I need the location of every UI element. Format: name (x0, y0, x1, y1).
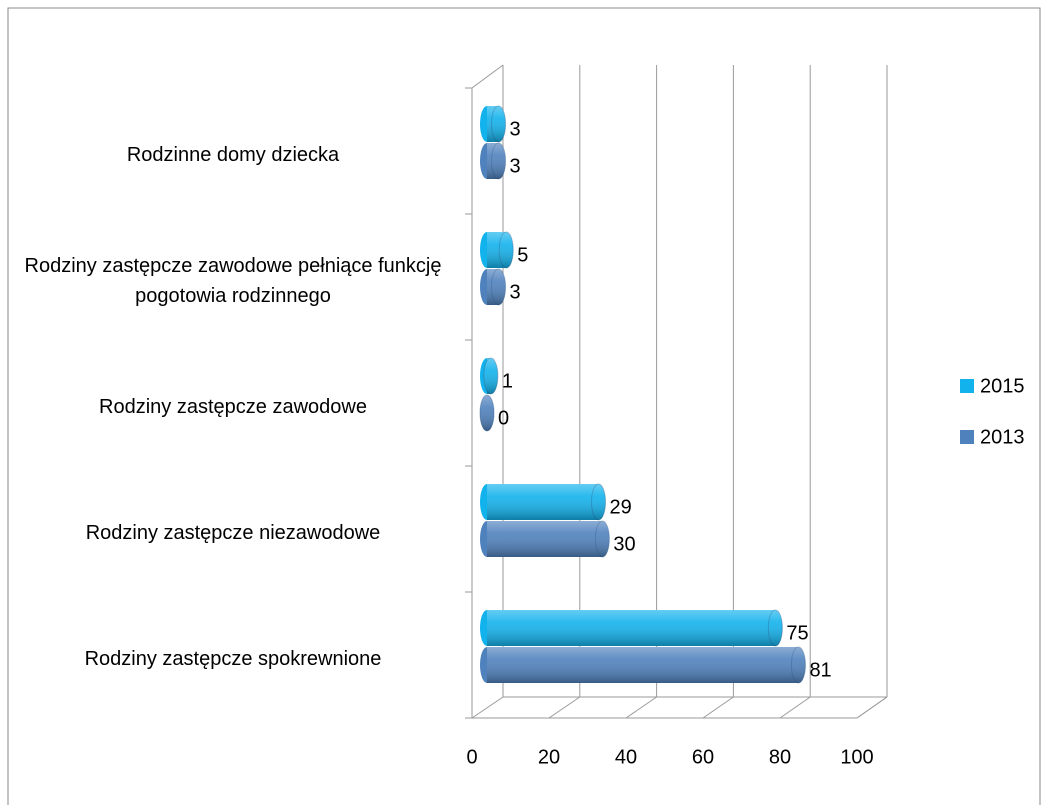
category-label: Rodzinne domy dziecka (126, 144, 340, 166)
category-label: Rodziny zastępcze niezawodowe (85, 522, 381, 544)
x-tick-label: 0 (466, 746, 477, 768)
value-label: 1 (502, 370, 513, 392)
legend-swatch (960, 379, 974, 393)
bar-cap-shade (499, 232, 514, 268)
value-label: 3 (510, 118, 521, 140)
legend-label: 2013 (980, 426, 1025, 448)
bar-cap-shade (768, 610, 783, 646)
bar-cap-shade (595, 521, 610, 557)
category-label: Rodziny zastępcze zawodowe pełniące funk… (24, 255, 442, 307)
x-tick-label: 100 (840, 746, 873, 768)
bar-shade (487, 521, 603, 557)
floor-grid-line (471, 696, 504, 719)
bar (480, 231, 514, 269)
bar-shade (487, 647, 799, 683)
bar-cap-shade (791, 647, 806, 683)
category-label: Rodziny zastępcze spokrewnione (84, 648, 382, 670)
bar-shade (487, 484, 599, 520)
value-label: 75 (786, 622, 808, 644)
bar-cap-shade (491, 269, 506, 305)
bar (479, 394, 495, 432)
legend-label: 2015 (980, 375, 1025, 397)
bar (480, 357, 499, 395)
bar-cap-shade (491, 106, 506, 142)
bar-cap-shade (483, 358, 498, 394)
bar (480, 609, 783, 647)
bar-cap-shade (491, 143, 506, 179)
floor-grid-line (779, 696, 811, 719)
bar (480, 483, 607, 521)
value-label: 3 (510, 155, 521, 177)
floor-grid-line (625, 696, 657, 719)
bar (480, 142, 507, 180)
bar-cap-shade (591, 484, 606, 520)
bar-shade (487, 610, 776, 646)
chart-border (7, 7, 1041, 805)
bar (480, 268, 507, 306)
bar-cap-shade (480, 395, 494, 431)
category-label: Rodziny zastępcze zawodowe (99, 396, 367, 418)
value-label: 3 (510, 281, 521, 303)
x-tick-label: 80 (769, 746, 791, 768)
value-label: 0 (498, 407, 509, 429)
value-label: 29 (610, 496, 632, 518)
x-tick-label: 60 (692, 746, 714, 768)
x-tick-label: 20 (538, 746, 560, 768)
value-label: 81 (809, 659, 831, 681)
floor-grid-line (548, 696, 581, 719)
bar (480, 520, 610, 558)
floor-grid-line (856, 696, 888, 719)
floor-grid-line (702, 696, 734, 719)
legend-swatch (960, 430, 974, 444)
bar (480, 105, 507, 143)
value-label: 30 (613, 533, 635, 555)
x-tick-label: 40 (615, 746, 637, 768)
bar (480, 646, 806, 684)
value-label: 5 (517, 244, 528, 266)
